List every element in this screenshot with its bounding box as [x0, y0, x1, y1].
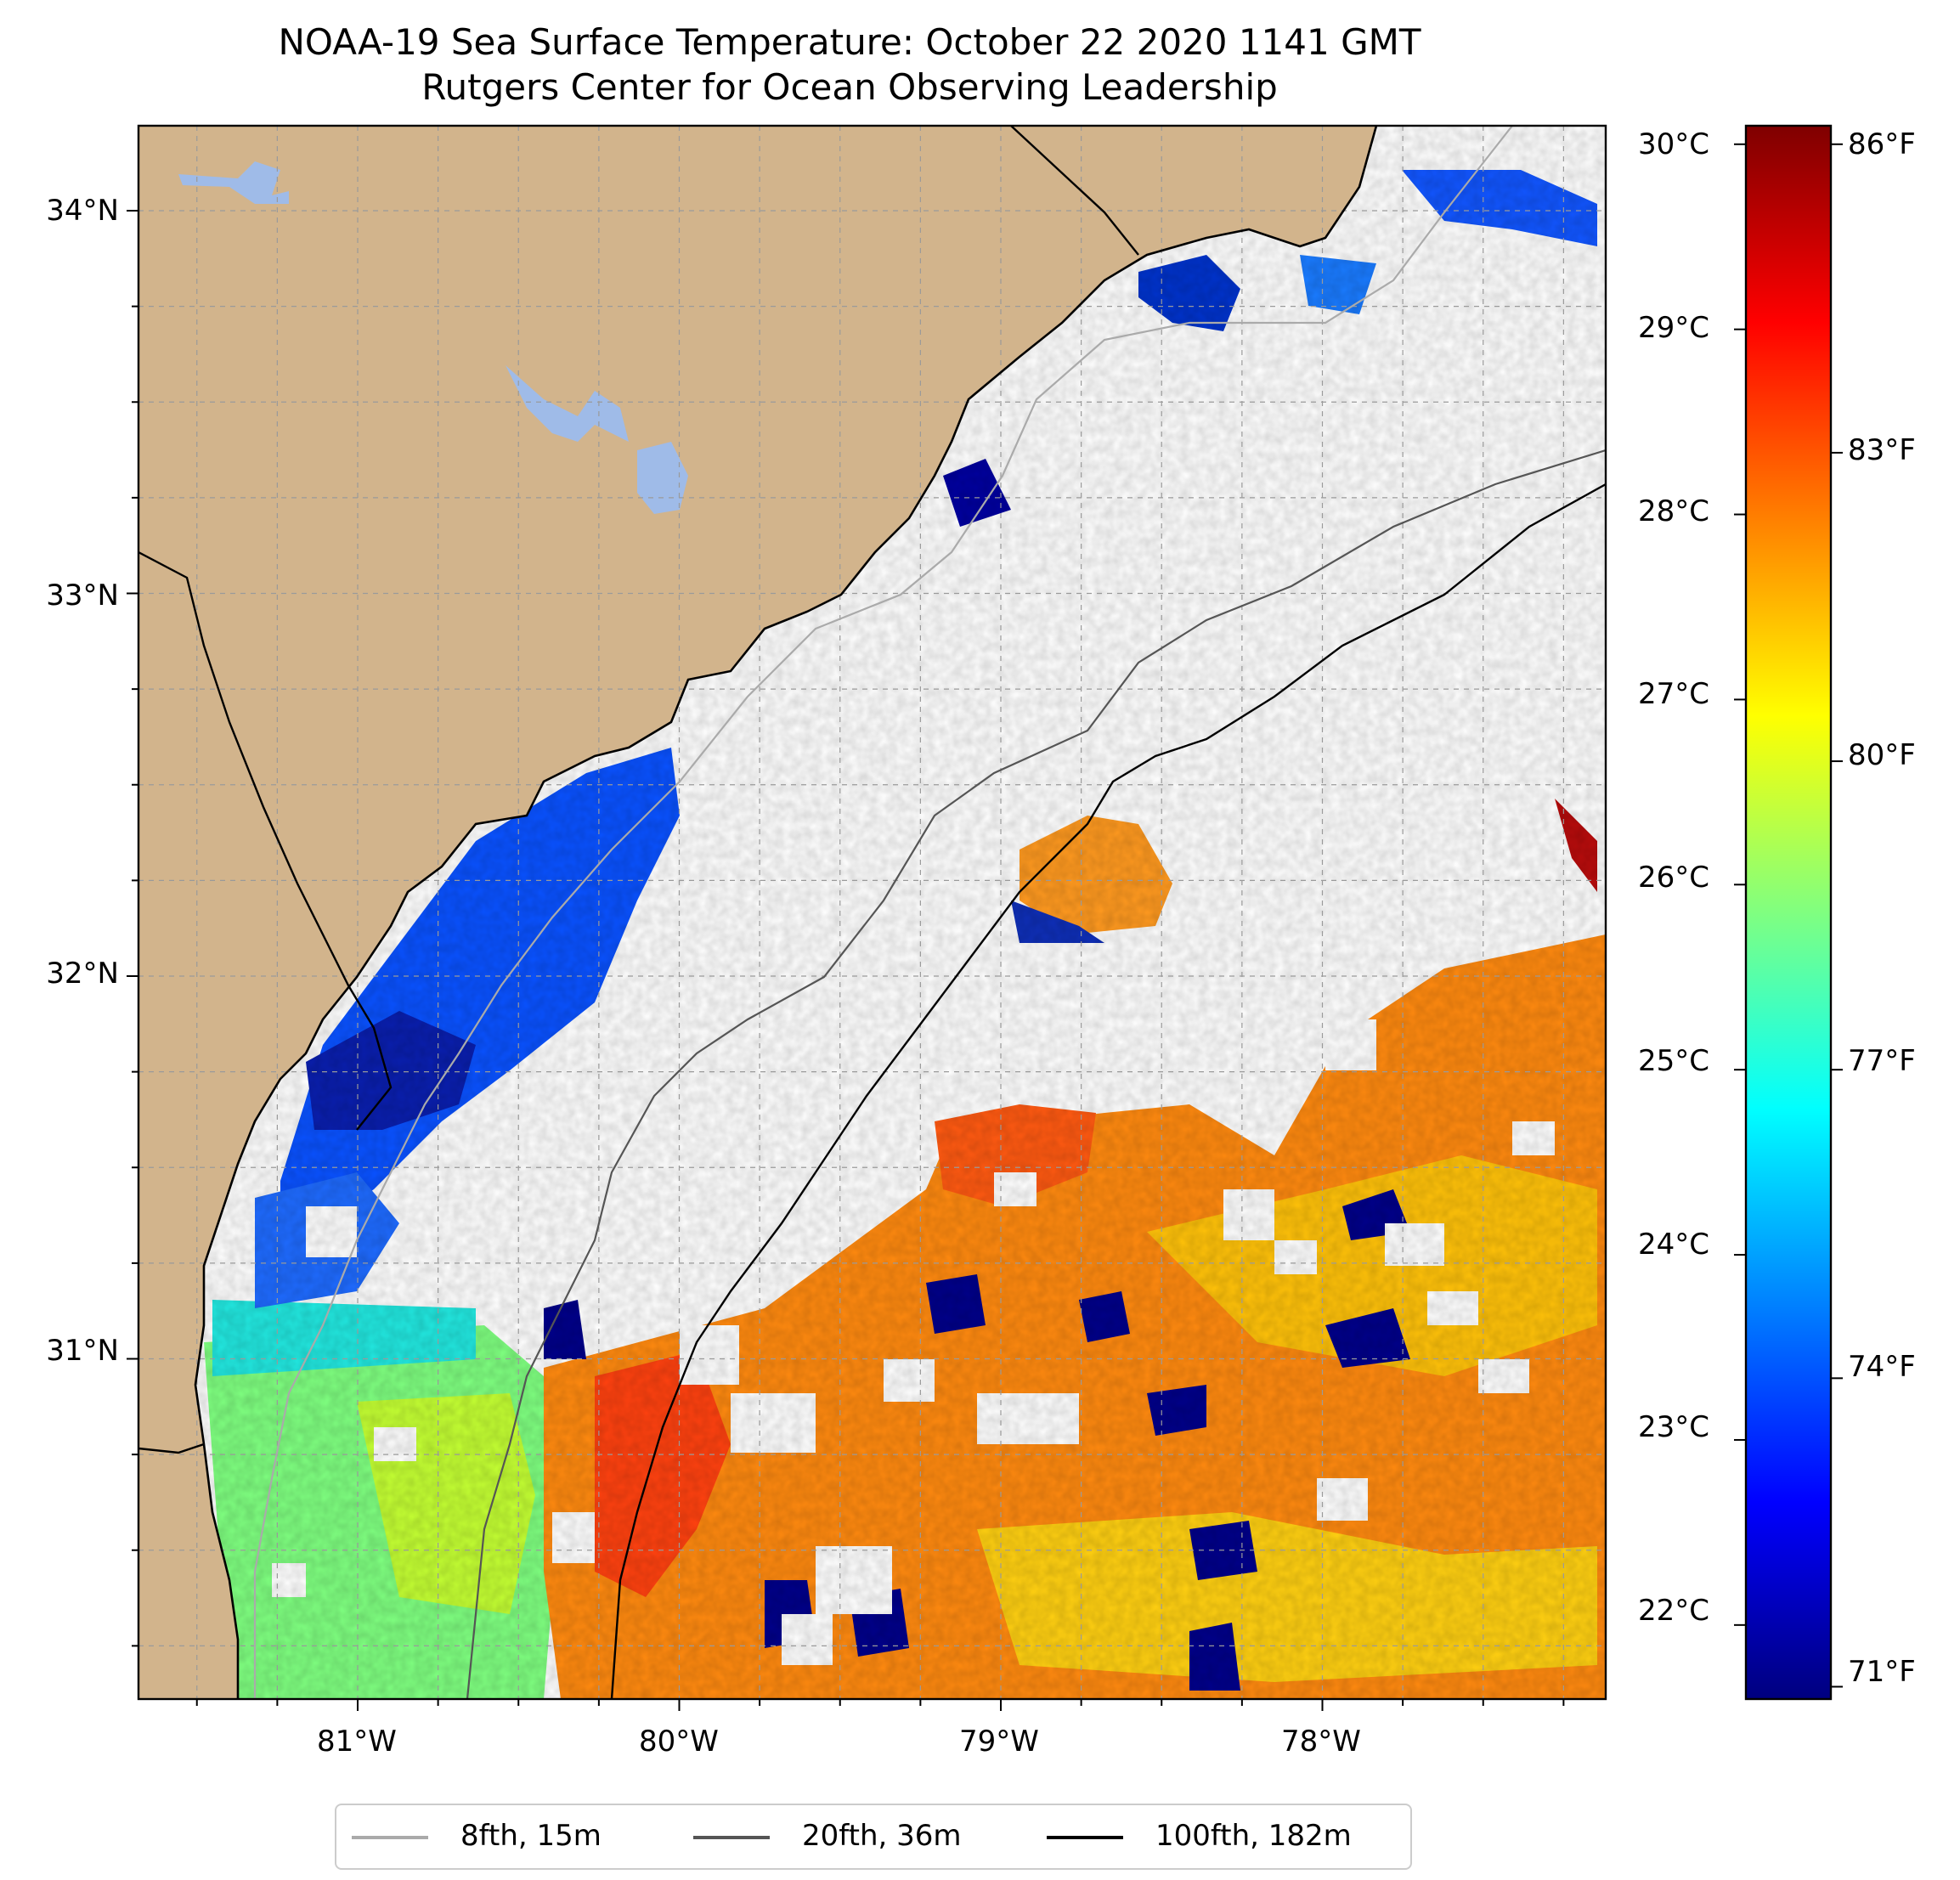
- lat-label-34: 34°N: [46, 194, 119, 228]
- cb-label-86f: 86°F: [1848, 127, 1916, 161]
- contour-legend: 8fth, 15m 20fth, 36m 100fth, 182m: [335, 1804, 1412, 1870]
- contour-20fth: [466, 449, 1606, 1699]
- map-gridlines: [138, 126, 1606, 1699]
- cb-label-23c: 23°C: [1638, 1410, 1710, 1444]
- cb-label-22c: 22°C: [1638, 1594, 1710, 1628]
- legend-line-8fth: [352, 1836, 428, 1839]
- lake-marion: [506, 365, 629, 442]
- cb-label-25c: 25°C: [1638, 1044, 1710, 1078]
- axis-ticks: [127, 210, 1565, 1711]
- lon-label-81: 81°W: [317, 1725, 397, 1759]
- title-line-1: NOAA-19 Sea Surface Temperature: October…: [278, 21, 1421, 63]
- legend-label-20fth: 20fth, 36m: [802, 1819, 962, 1853]
- lat-label-33: 33°N: [46, 579, 119, 613]
- lake-santee: [637, 442, 688, 514]
- state-border: [138, 126, 1139, 1454]
- legend-label-8fth: 8fth, 15m: [460, 1819, 602, 1853]
- land-mass: [138, 126, 1376, 1699]
- cb-label-71f: 71°F: [1848, 1655, 1916, 1689]
- cb-label-80f: 80°F: [1848, 738, 1916, 772]
- map-frame: [137, 124, 1607, 1701]
- cb-label-77f: 77°F: [1848, 1044, 1916, 1078]
- lat-label-32: 32°N: [46, 957, 119, 991]
- contour-100fth: [610, 483, 1606, 1699]
- cb-label-74f: 74°F: [1848, 1350, 1916, 1384]
- legend-line-20fth: [693, 1836, 770, 1839]
- colorbar-ticks: [1734, 143, 1843, 1688]
- colorbar: [1744, 124, 1833, 1701]
- title-line-2: Rutgers Center for Ocean Observing Leade…: [421, 66, 1278, 108]
- lon-label-80: 80°W: [639, 1725, 719, 1759]
- cb-label-30c: 30°C: [1638, 127, 1710, 161]
- cb-label-24c: 24°C: [1638, 1228, 1710, 1262]
- legend-line-100fth: [1047, 1836, 1123, 1839]
- cb-label-83f: 83°F: [1848, 433, 1916, 467]
- sst-data-patches: [138, 126, 1606, 1699]
- contour-8fth: [253, 126, 1513, 1699]
- lat-label-31: 31°N: [46, 1334, 119, 1368]
- lon-label-79: 79°W: [959, 1725, 1039, 1759]
- lon-label-78: 78°W: [1281, 1725, 1361, 1759]
- cb-label-28c: 28°C: [1638, 494, 1710, 528]
- lake-moultrie: [178, 161, 289, 204]
- cb-label-27c: 27°C: [1638, 677, 1710, 711]
- legend-label-100fth: 100fth, 182m: [1155, 1819, 1352, 1853]
- coastline: [194, 126, 1378, 1699]
- cb-label-29c: 29°C: [1638, 311, 1710, 345]
- cb-label-26c: 26°C: [1638, 861, 1710, 895]
